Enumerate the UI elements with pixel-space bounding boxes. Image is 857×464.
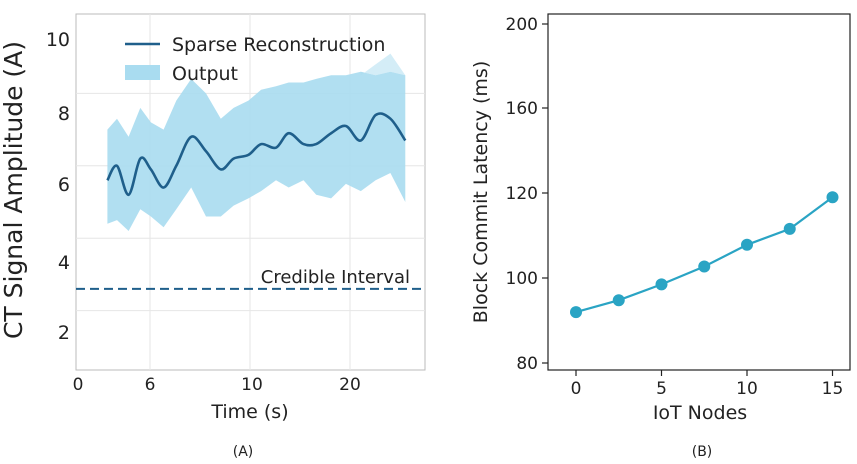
y-tick-label: 4 bbox=[58, 252, 70, 274]
panel-a-x-label: Time (s) bbox=[210, 401, 288, 423]
y-tick-label: 100 bbox=[506, 269, 538, 289]
panel-a-x-ticks: 0 6 10 20 bbox=[73, 375, 361, 395]
output-band-extra bbox=[360, 53, 406, 76]
sparse-reconstruction-line bbox=[106, 112, 407, 197]
latency-point bbox=[741, 238, 753, 251]
y-tick-label: 10 bbox=[46, 29, 70, 51]
latency-point bbox=[612, 294, 625, 307]
legend-label-output: Output bbox=[172, 63, 238, 85]
y-tick-label: 120 bbox=[506, 184, 538, 204]
x-tick-label: 10 bbox=[241, 375, 263, 395]
x-tick-label: 5 bbox=[656, 379, 667, 399]
legend-band-swatch bbox=[125, 65, 160, 80]
panel-b: 0 5 10 15 80 100 120 160 200 IoT Nodes Block Com… bbox=[470, 13, 851, 460]
latency-point bbox=[698, 260, 711, 273]
legend-a: Sparse Reconstruction Output bbox=[125, 34, 385, 85]
latency-point bbox=[826, 191, 839, 204]
latency-point bbox=[655, 278, 668, 291]
panel-a-caption: (A) bbox=[233, 444, 254, 460]
panel-b-y-label: Block Commit Latency (ms) bbox=[470, 61, 492, 323]
x-tick-label: 10 bbox=[736, 379, 758, 399]
panel-a-y-ticks: 2 4 6 8 10 bbox=[46, 29, 70, 344]
panel-b-frame bbox=[547, 13, 851, 371]
x-tick-label: 6 bbox=[145, 375, 156, 395]
panel-a-band-layer bbox=[107, 53, 406, 231]
y-tick-label: 2 bbox=[58, 322, 70, 344]
y-tick-label: 160 bbox=[506, 99, 538, 119]
y-tick-label: 80 bbox=[516, 354, 538, 374]
panel-b-ticks: 0 5 10 15 80 100 120 160 200 bbox=[506, 15, 844, 399]
panel-b-caption: (B) bbox=[692, 444, 713, 460]
panel-a-y-label: CT Signal Amplitude (A) bbox=[0, 41, 28, 339]
panel-b-line-layer bbox=[570, 191, 839, 319]
x-tick-label: 0 bbox=[73, 375, 84, 395]
y-tick-label: 6 bbox=[58, 174, 70, 196]
x-tick-label: 0 bbox=[571, 379, 582, 399]
output-band bbox=[107, 71, 406, 231]
panel-a: Credible Interval Sparse Reconstruction … bbox=[0, 13, 426, 460]
y-tick-label: 200 bbox=[506, 15, 538, 35]
legend-label-sparse: Sparse Reconstruction bbox=[172, 34, 385, 56]
credible-interval-label: Credible Interval bbox=[261, 267, 410, 288]
x-tick-label: 20 bbox=[339, 375, 361, 395]
panel-a-line-layer bbox=[106, 112, 407, 197]
x-tick-label: 15 bbox=[822, 379, 844, 399]
y-tick-label: 8 bbox=[58, 103, 70, 125]
latency-point bbox=[783, 222, 796, 235]
latency-point bbox=[570, 306, 582, 319]
panel-b-x-label: IoT Nodes bbox=[653, 402, 747, 424]
